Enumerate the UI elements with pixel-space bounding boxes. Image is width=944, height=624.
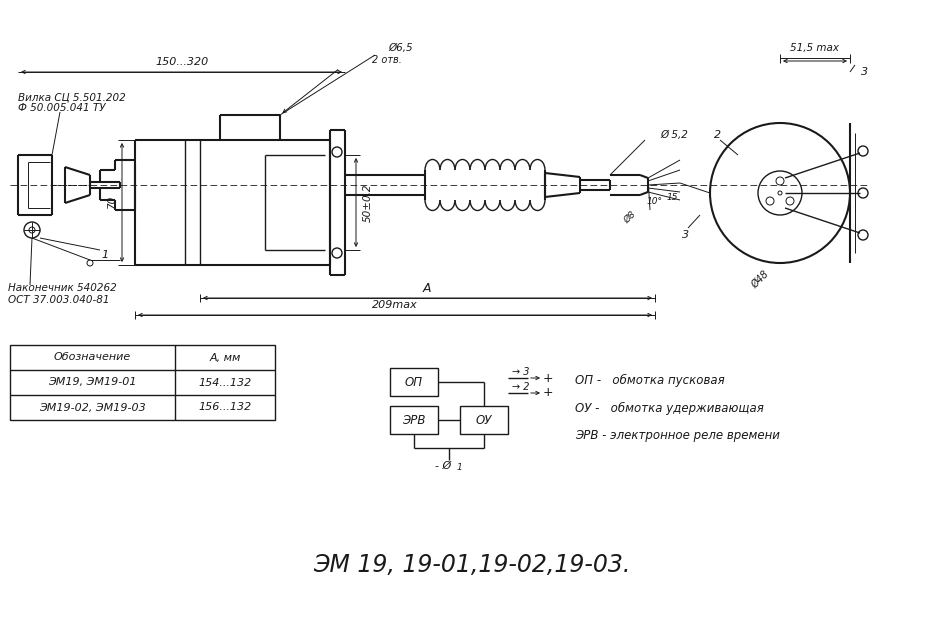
Text: 51,5 max: 51,5 max	[790, 43, 839, 53]
Text: 15: 15	[666, 193, 678, 203]
Text: Ф 50.005.041 ТУ: Ф 50.005.041 ТУ	[18, 103, 106, 113]
Text: Ø 5,2: Ø 5,2	[660, 130, 688, 140]
Text: ОСТ 37.003.040-81: ОСТ 37.003.040-81	[8, 295, 110, 305]
Text: 156...132: 156...132	[198, 402, 252, 412]
Bar	[460, 406, 508, 434]
Bar	[390, 406, 438, 434]
Text: 70: 70	[107, 196, 117, 209]
Text: Обозначение: Обозначение	[54, 353, 131, 363]
Text: 1: 1	[101, 250, 109, 260]
Text: 10°: 10°	[647, 198, 663, 207]
Text: ЭМ19-02, ЭМ19-03: ЭМ19-02, ЭМ19-03	[39, 402, 146, 412]
Text: 3: 3	[862, 67, 868, 77]
Text: Вилка СЦ 5.501.202: Вилка СЦ 5.501.202	[18, 92, 126, 102]
Text: ЭРВ: ЭРВ	[402, 414, 426, 426]
Text: А: А	[423, 281, 431, 295]
Text: ОП -   обмотка пусковая: ОП - обмотка пусковая	[575, 373, 725, 386]
Text: +: +	[543, 371, 553, 384]
Bar	[10, 345, 275, 420]
Text: Ø8: Ø8	[622, 210, 638, 226]
Text: 1: 1	[456, 464, 462, 472]
Text: 3: 3	[683, 230, 689, 240]
Text: ЭМ 19, 19-01,19-02,19-03.: ЭМ 19, 19-01,19-02,19-03.	[313, 553, 631, 577]
Text: 150...320: 150...320	[156, 57, 209, 67]
Text: ЭРВ - электронное реле времени: ЭРВ - электронное реле времени	[575, 429, 780, 442]
Text: Наконечник 540262: Наконечник 540262	[8, 283, 117, 293]
Text: 2: 2	[715, 130, 721, 140]
Text: Ø48: Ø48	[750, 270, 770, 291]
Text: 50±0,2: 50±0,2	[363, 183, 373, 222]
Text: ОУ: ОУ	[476, 414, 492, 426]
Text: +: +	[543, 386, 553, 399]
Text: 209max: 209max	[372, 300, 418, 310]
Text: ЭМ19, ЭМ19-01: ЭМ19, ЭМ19-01	[48, 378, 137, 388]
Text: 2 отв.: 2 отв.	[372, 55, 402, 65]
Bar	[390, 368, 438, 396]
Text: 154...132: 154...132	[198, 378, 252, 388]
Text: ОП: ОП	[405, 376, 423, 389]
Text: - Ø: - Ø	[435, 461, 451, 471]
Text: ОУ -   обмотка удерживающая: ОУ - обмотка удерживающая	[575, 401, 764, 414]
Text: А, мм: А, мм	[210, 353, 241, 363]
Text: Ø6,5: Ø6,5	[388, 43, 413, 53]
Text: → 3: → 3	[513, 367, 530, 377]
Text: → 2: → 2	[513, 382, 530, 392]
